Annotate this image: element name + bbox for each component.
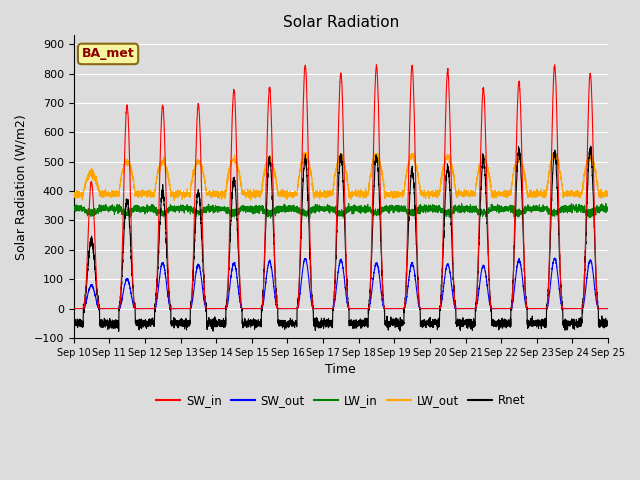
- Legend: SW_in, SW_out, LW_in, LW_out, Rnet: SW_in, SW_out, LW_in, LW_out, Rnet: [152, 389, 530, 412]
- X-axis label: Time: Time: [326, 363, 356, 376]
- Y-axis label: Solar Radiation (W/m2): Solar Radiation (W/m2): [15, 114, 28, 260]
- Text: BA_met: BA_met: [82, 48, 134, 60]
- Title: Solar Radiation: Solar Radiation: [283, 15, 399, 30]
